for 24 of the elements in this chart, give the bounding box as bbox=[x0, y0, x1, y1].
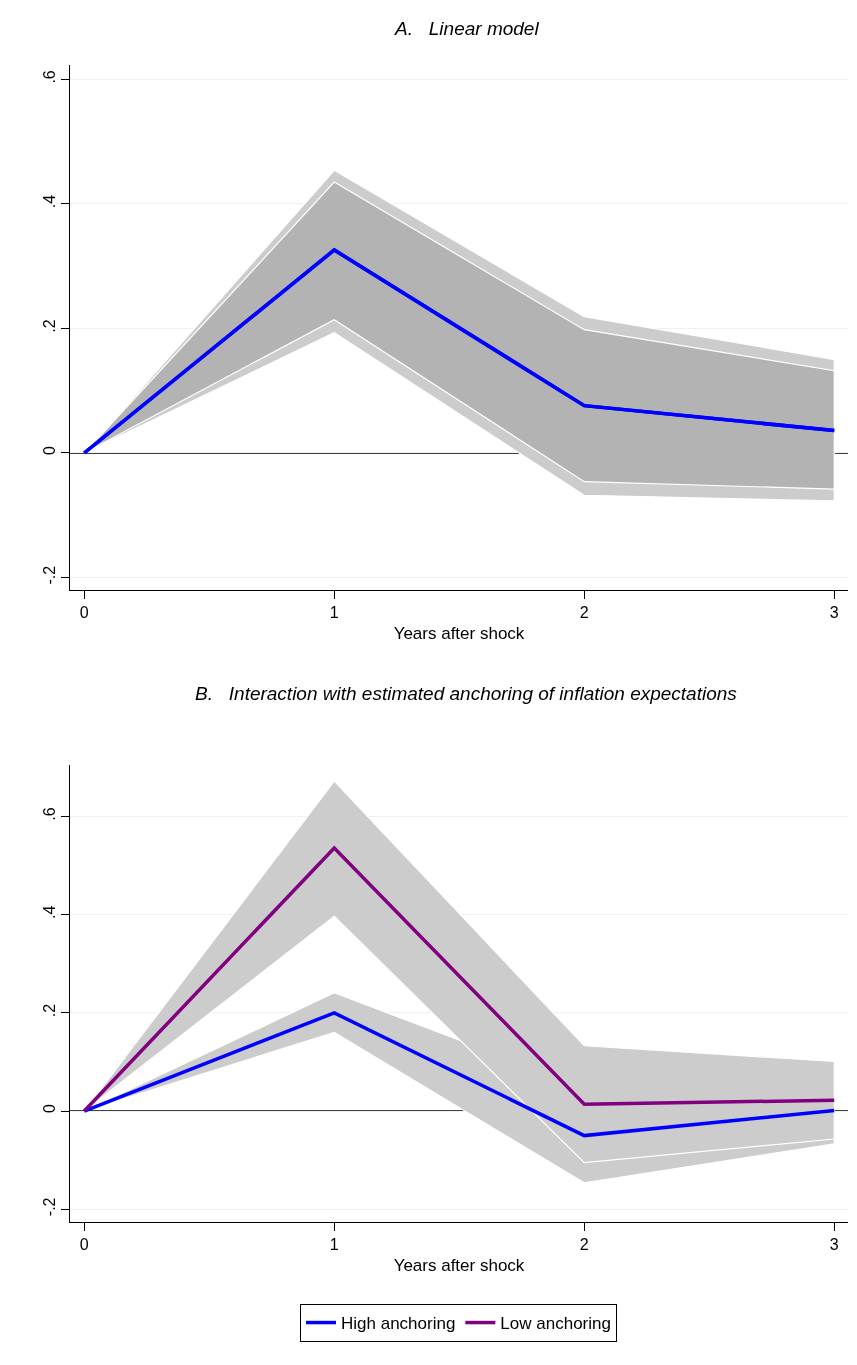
x-tick-label: 2 bbox=[579, 1236, 589, 1254]
legend-label: Low anchoring bbox=[500, 1314, 611, 1334]
x-tick-label: 1 bbox=[329, 1236, 339, 1254]
chart-title: A. Linear model bbox=[394, 18, 540, 39]
y-tick-label: .2 bbox=[40, 1003, 58, 1018]
x-tick-label: 0 bbox=[79, 604, 89, 622]
y-tick-label: .4 bbox=[40, 194, 58, 209]
y-tick-label: -.2 bbox=[40, 1197, 58, 1217]
y-tick-label: .6 bbox=[40, 70, 58, 84]
x-tick-label: 3 bbox=[829, 1236, 839, 1254]
x-tick-label: 2 bbox=[579, 604, 589, 622]
y-tick-label: -.2 bbox=[40, 565, 58, 585]
chart-title: B. Interaction with estimated anchoring of inflation expectations bbox=[195, 683, 738, 704]
x-axis-title: Years after shock bbox=[393, 1255, 525, 1275]
y-tick-label: .6 bbox=[40, 807, 58, 821]
x-tick-label: 0 bbox=[79, 1236, 89, 1254]
y-tick-label: 0 bbox=[40, 446, 58, 456]
x-tick-label: 3 bbox=[829, 604, 839, 622]
x-tick-label: 1 bbox=[329, 604, 339, 622]
y-tick-label: 0 bbox=[40, 1104, 58, 1114]
x-axis-title: Years after shock bbox=[393, 623, 525, 643]
y-tick-label: .2 bbox=[40, 319, 58, 333]
legend-label: High anchoring bbox=[340, 1314, 456, 1334]
y-tick-label: .4 bbox=[40, 905, 58, 919]
